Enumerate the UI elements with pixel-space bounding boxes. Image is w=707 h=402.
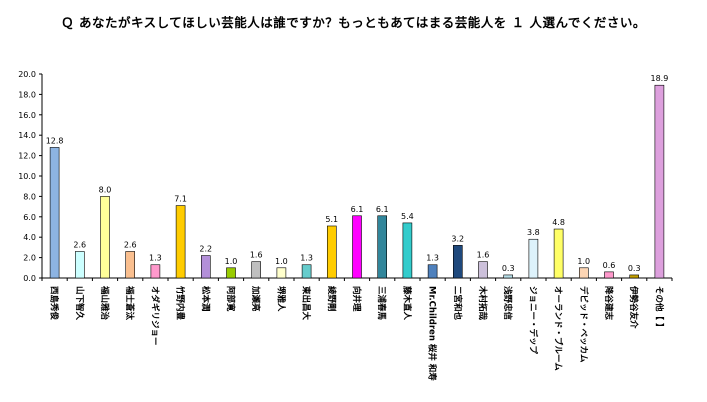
data-label: 2.6 [124, 240, 137, 249]
category-label: 福山雅治 [99, 285, 110, 321]
y-tick-label: 20.0 [18, 70, 36, 79]
bar [150, 264, 161, 279]
data-label: 3.8 [527, 228, 540, 237]
bar [604, 271, 614, 279]
category-label: 二宮和也 [452, 286, 463, 321]
category-label: オダギリジョー [149, 286, 160, 346]
axes: 0.0 2.0 4.0 6.0 8.0 10.0 12.0 14.0 16.0 18.0 20.0 [18, 70, 673, 283]
bar [326, 225, 337, 279]
data-label: 2.2 [199, 245, 212, 254]
data-label: 1.3 [149, 254, 162, 263]
bar [251, 261, 261, 279]
bars [49, 84, 665, 279]
y-tick-label: 4.0 [23, 233, 36, 242]
category-labels: 西島秀俊 山下智久 福山雅治 福士蒼汰 オダギリジョー 竹野内豊 松本潤 阿部寛 加瀬亮 堺雅人 東… [49, 285, 665, 381]
category-label: 降谷建志 [603, 286, 614, 321]
y-tick-label: 2.0 [23, 254, 36, 263]
data-label: 1.0 [275, 257, 288, 266]
data-labels: 12.8 2.6 8.0 2.6 1.3 7.1 2.2 1.0 1.6 1.0 1.3 5.1 6.1… [46, 74, 669, 273]
bar [478, 261, 488, 279]
y-tick-label: 8.0 [23, 192, 36, 201]
category-label: 堺雅人 [275, 286, 286, 312]
category-label: 綾野剛 [326, 286, 337, 312]
data-label: 7.1 [174, 195, 187, 204]
data-label: 4.8 [552, 218, 565, 227]
category-label: 浅野忠信 [502, 286, 513, 321]
category-label: デビッド・ベッカム [578, 286, 589, 363]
bar [654, 84, 665, 279]
data-label: 6.1 [351, 205, 364, 214]
bar [528, 238, 539, 279]
data-label: 0.3 [502, 264, 515, 273]
y-tick-label: 16.0 [18, 111, 36, 120]
bar [49, 147, 60, 279]
data-label: 1.0 [225, 257, 238, 266]
category-label: 藤木直人 [401, 285, 412, 321]
y-tick-label: 10.0 [18, 172, 36, 181]
bar [578, 267, 589, 279]
bar [175, 205, 186, 279]
bar [553, 228, 564, 279]
bar [276, 267, 287, 279]
bar [100, 196, 110, 279]
data-label: 0.3 [628, 264, 641, 273]
category-label: 東出昌大 [301, 286, 312, 321]
data-label: 1.0 [577, 257, 590, 266]
category-label: 山下智久 [74, 286, 85, 321]
category-label: 阿部寛 [225, 286, 236, 312]
category-label: 加瀬亮 [250, 285, 261, 312]
bar [452, 245, 463, 279]
bar [301, 264, 312, 279]
bar [402, 222, 413, 279]
data-label: 5.1 [325, 215, 338, 224]
category-label: ジョニー・デップ [527, 286, 538, 355]
category-label: 福士蒼汰 [124, 285, 135, 321]
bar [226, 267, 236, 279]
bar [629, 274, 640, 279]
bar [503, 274, 514, 279]
y-tick-label: 0.0 [23, 274, 36, 283]
bar [201, 255, 211, 279]
y-tick-label: 6.0 [23, 213, 36, 222]
category-label: 三浦春馬 [376, 286, 387, 321]
data-label: 2.6 [73, 240, 86, 249]
category-label: 向井理 [351, 286, 362, 312]
data-label: 3.2 [451, 234, 464, 243]
y-tick-label: 14.0 [18, 131, 36, 140]
category-label: Mr.Children 桜井 和寿 [427, 286, 438, 381]
category-label: 木村拓哉 [477, 285, 488, 321]
y-tick-label: 12.0 [18, 152, 36, 161]
data-label: 1.3 [300, 254, 313, 263]
bar [427, 264, 438, 279]
data-label: 18.9 [650, 74, 668, 83]
category-label: 松本潤 [200, 286, 211, 312]
data-label: 1.6 [477, 251, 490, 260]
category-label: 伊勢谷友介 [628, 285, 639, 329]
data-label: 5.4 [401, 212, 414, 221]
y-tick-label: 18.0 [18, 90, 36, 99]
data-label: 0.6 [603, 261, 616, 270]
category-label: 竹野内豊 [175, 285, 186, 321]
bar [352, 215, 362, 279]
category-label: 西島秀俊 [49, 286, 60, 321]
category-label: その他【 】 [653, 286, 664, 331]
chart-title: Ｑ あなたがキスしてほしい芸能人は誰ですか？もっともあてはまる芸能人を １ 人選… [61, 15, 646, 30]
data-label: 6.1 [376, 205, 389, 214]
data-label: 8.0 [99, 185, 112, 194]
category-label: オーランド・ブルーム [553, 286, 564, 371]
data-label: 1.3 [426, 254, 439, 263]
data-label: 12.8 [46, 136, 64, 145]
data-label: 1.6 [250, 251, 263, 260]
bar [75, 251, 85, 279]
bar [125, 251, 135, 279]
bar [377, 215, 388, 279]
